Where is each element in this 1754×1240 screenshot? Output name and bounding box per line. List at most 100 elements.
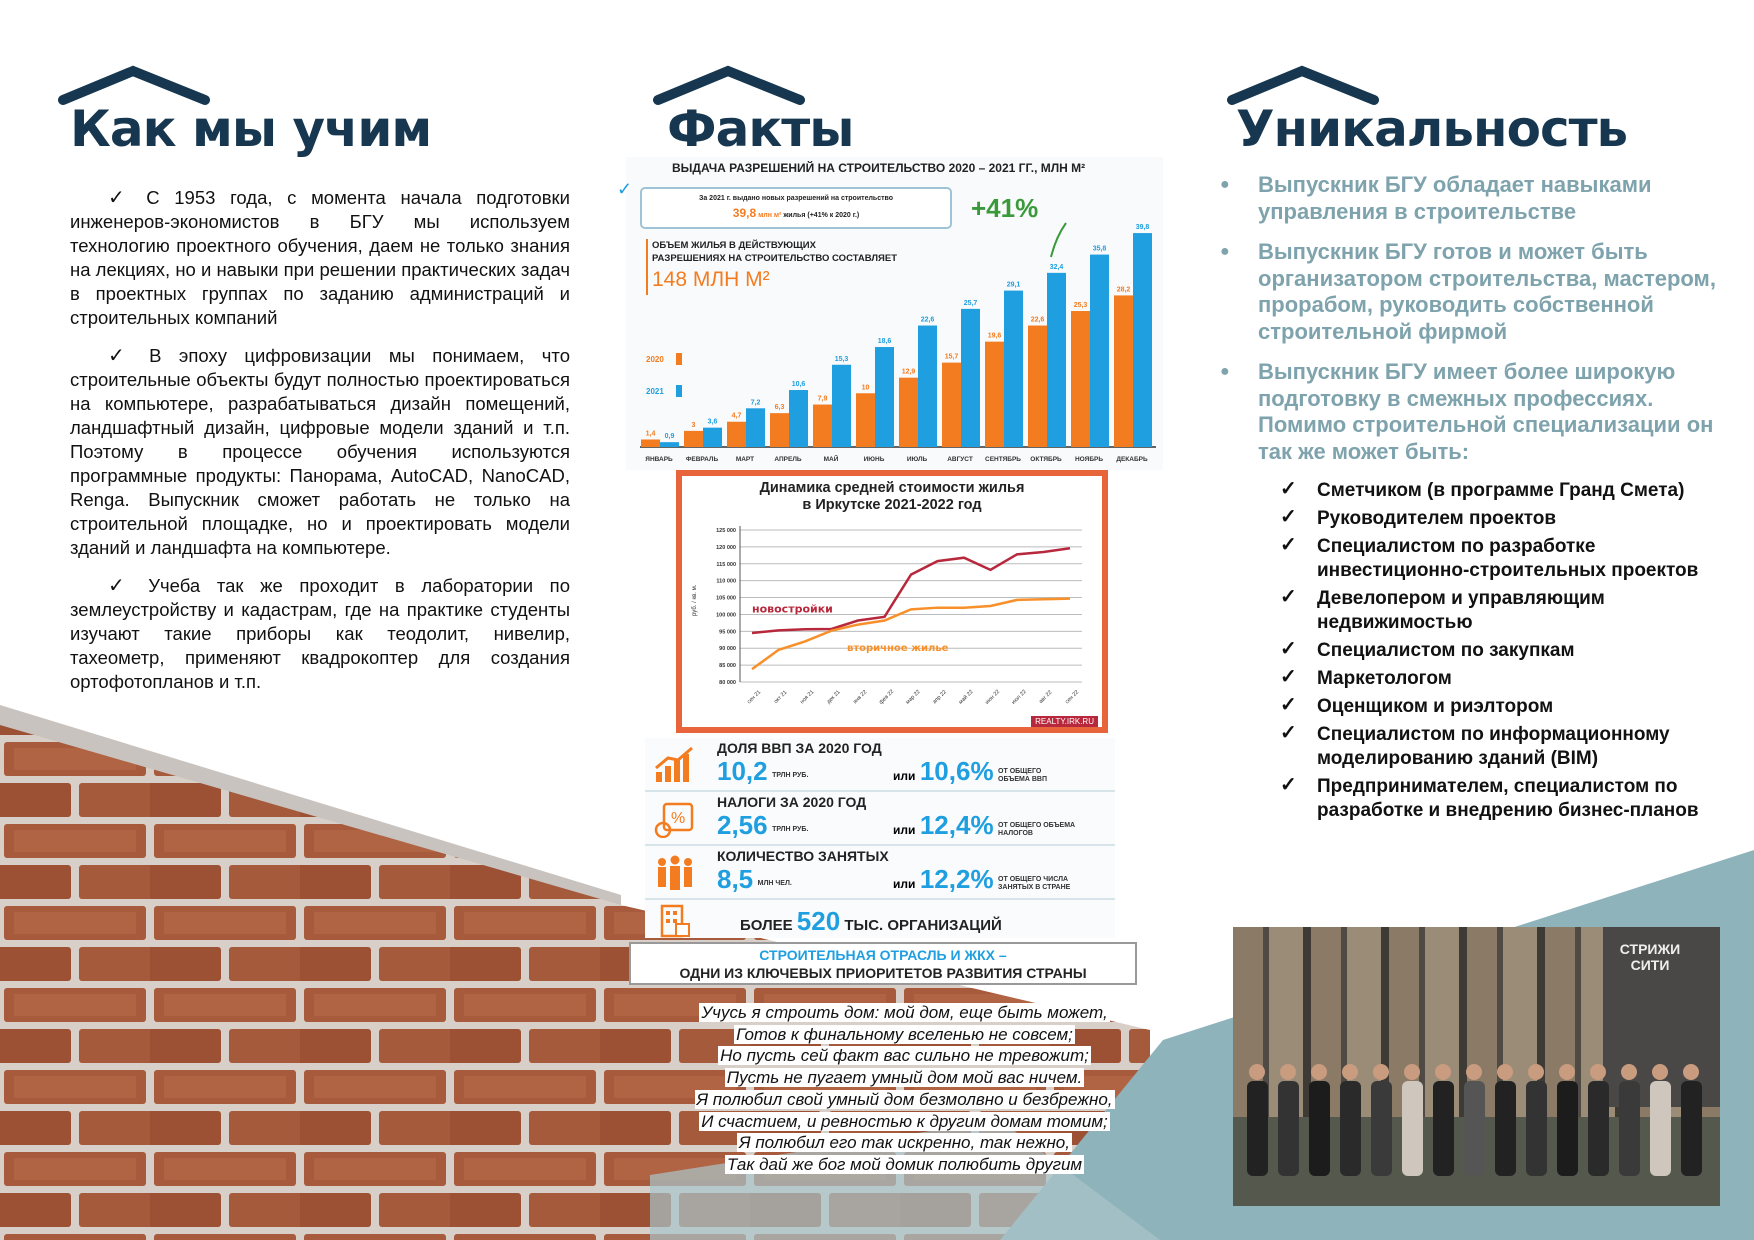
y-tick-label: 95 000	[719, 629, 736, 635]
legend-label: 2021	[646, 387, 664, 396]
y-tick-label: 85 000	[719, 663, 736, 669]
bar-2021	[875, 347, 894, 447]
person-body	[1557, 1081, 1578, 1176]
x-tick-label: АВГУСТ	[947, 456, 973, 463]
bar-2021	[789, 390, 808, 447]
check-icon: ✓	[1280, 534, 1297, 556]
person-head	[1683, 1064, 1699, 1080]
stat-taxes: % НАЛОГИ ЗА 2020 ГОД 2,56 ТРЛН РУБ. или …	[645, 792, 1115, 846]
check-icon: ✓	[1280, 478, 1297, 500]
person-body	[1588, 1081, 1609, 1176]
x-tick-label: мар 22	[905, 689, 922, 706]
data-label: 18,6	[878, 338, 892, 345]
data-label: 10	[862, 384, 870, 391]
person-head	[1280, 1064, 1296, 1080]
stat-employment: КОЛИЧЕСТВО ЗАНЯТЫХ 8,5 МЛН ЧЕЛ. или 12,2…	[645, 846, 1115, 900]
people-icon	[658, 855, 692, 890]
x-tick-label: фев 22	[878, 689, 895, 706]
bullet-icon: ●	[1220, 363, 1230, 380]
uniqueness-bullet: ● Выпускник БГУ обладает навыками управле…	[1220, 172, 1652, 224]
x-tick-label: НОЯБРЬ	[1075, 456, 1103, 463]
x-tick-label: ЯНВАРЬ	[645, 456, 673, 463]
tax-percent-icon: %	[654, 802, 694, 838]
profession-item: ✓ Маркетологом	[1280, 666, 1452, 689]
person-head	[1528, 1064, 1544, 1080]
bar-2021	[918, 325, 937, 447]
data-label: 7,9	[818, 396, 828, 403]
data-label: 22,6	[1031, 317, 1045, 324]
person-head	[1249, 1064, 1265, 1080]
person-head	[1590, 1064, 1606, 1080]
series-label: новостройки	[752, 602, 833, 615]
data-label: 35,8	[1093, 246, 1107, 253]
person-head	[1404, 1064, 1420, 1080]
data-label: 29,1	[1007, 282, 1021, 289]
person-body	[1433, 1081, 1454, 1176]
section-title-how-we-teach: Как мы учим	[70, 100, 432, 158]
profession-checklist: ✓ Сметчиком (в программе Гранд Смета) ✓ Рук…	[1280, 478, 1745, 823]
x-tick-label: ИЮЛЬ	[907, 456, 928, 463]
person-body	[1464, 1081, 1485, 1176]
bar-2020	[856, 393, 875, 447]
building-icon	[660, 904, 690, 938]
bar-2020	[1028, 325, 1047, 447]
series-label: вторичное жилье	[847, 643, 949, 654]
teaching-text: ✓ С 1953 года, с момента начала подготовк…	[70, 186, 570, 708]
x-tick-label: сен 21	[746, 689, 762, 705]
data-label: 3	[692, 422, 696, 429]
data-label: 15,3	[835, 356, 849, 363]
data-label: 32,4	[1050, 264, 1064, 271]
poem: Учусь я строить дом: мой дом, еще быть м…	[677, 1002, 1132, 1176]
growth-chart-icon	[655, 746, 693, 782]
building-sign: СТРИЖИ СИТИ	[1619, 941, 1681, 973]
data-label: 25,3	[1074, 302, 1088, 309]
chart-title: ВЫДАЧА РАЗРЕШЕНИЙ НА СТРОИТЕЛЬСТВО 2020 …	[672, 161, 1086, 175]
y-tick-label: 105 000	[716, 596, 736, 602]
uniqueness-bullet: ● Выпускник БГУ имеет более широкую подго…	[1220, 359, 1714, 464]
bullet-icon: ●	[1220, 176, 1230, 193]
data-label: 25,7	[964, 300, 978, 307]
x-tick-label: ИЮНЬ	[864, 456, 885, 463]
profession-item: ✓ Руководителем проектов	[1280, 506, 1557, 529]
person-body	[1526, 1081, 1547, 1176]
bar-2021	[1047, 272, 1066, 447]
bar-2021	[832, 364, 851, 447]
x-tick-label: янв 22	[852, 689, 868, 705]
volume-label: ОБЪЕМ ЖИЛЬЯ В ДЕЙСТВУЮЩИХ РАЗРЕШЕНИЯХ НА…	[646, 239, 897, 295]
y-tick-label: 90 000	[719, 646, 736, 652]
uniqueness-column: ● Выпускник БГУ обладает навыками управле…	[1220, 172, 1745, 827]
legend-label: 2020	[646, 355, 664, 364]
price-dynamics-chart: Динамика средней стоимости жилья в Иркут…	[676, 470, 1108, 733]
x-tick-label: ДЕКАБРЬ	[1116, 456, 1148, 463]
person-head	[1435, 1064, 1451, 1080]
paragraph: ✓ В эпоху цифровизации мы понимаем, что с…	[70, 345, 570, 558]
person-body	[1371, 1081, 1392, 1176]
y-axis-label: руб. / кв. м.	[692, 584, 698, 616]
x-tick-label: окт 21	[773, 690, 788, 705]
person-head	[1652, 1064, 1668, 1080]
x-tick-label: СЕНТЯБРЬ	[985, 456, 1021, 463]
data-label: 0,9	[665, 433, 675, 440]
data-label: 1,4	[646, 430, 656, 437]
bar-2021	[703, 427, 722, 447]
check-icon: ✓	[1280, 722, 1297, 744]
roof-icon	[653, 65, 805, 105]
x-tick-label: МАЙ	[824, 454, 839, 463]
data-label: 7,2	[751, 399, 761, 406]
chart-title: Динамика средней стоимости жилья	[759, 480, 1025, 496]
bar-2020	[813, 404, 832, 447]
uniqueness-bullet: ● Выпускник БГУ готов и может быть органи…	[1220, 239, 1716, 344]
stat-organizations: БОЛЕЕ 520 ТЫС. ОРГАНИЗАЦИЙ	[645, 900, 1115, 940]
data-label: 12,9	[902, 369, 916, 376]
person-body	[1681, 1081, 1702, 1176]
bar-2020	[942, 362, 961, 447]
chart-subtitle: в Иркутске 2021-2022 год	[802, 497, 982, 513]
x-tick-label: сен 22	[1064, 689, 1080, 705]
legend-swatch	[676, 353, 682, 365]
poem-line: Я полюбил его так искренно, так нежно,	[737, 1133, 1072, 1153]
y-tick-label: 80 000	[719, 680, 736, 686]
data-label: 39,8	[1136, 224, 1150, 231]
paragraph: ✓ С 1953 года, с момента начала подготовк…	[70, 187, 570, 328]
poem-line: Но пусть сей факт вас сильно не тревожит…	[718, 1046, 1091, 1066]
profession-item: ✓ Специалистом по разработке инвестиционн…	[1280, 534, 1699, 581]
